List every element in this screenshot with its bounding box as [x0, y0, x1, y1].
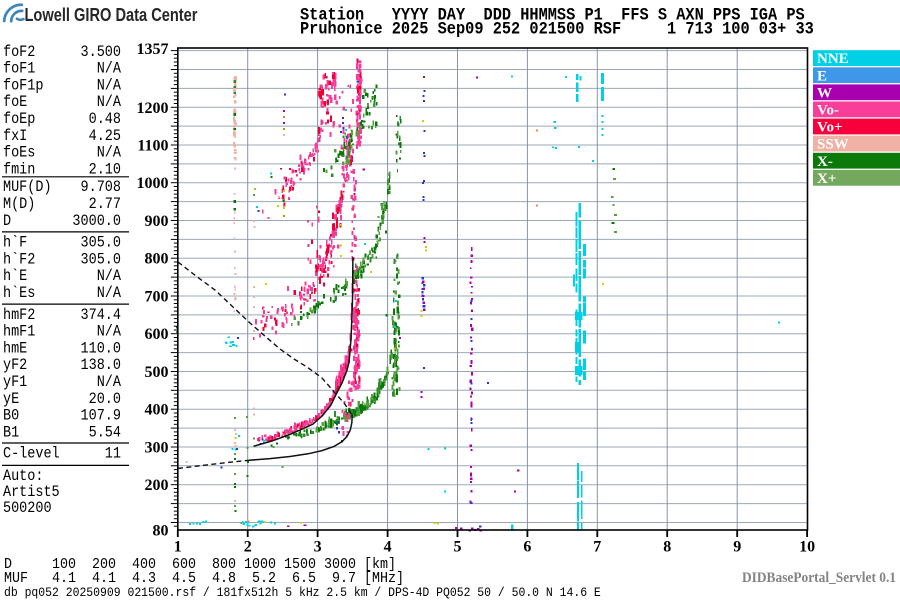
- svg-text:9: 9: [733, 539, 741, 556]
- svg-text:N/A: N/A: [97, 78, 121, 95]
- svg-text:6: 6: [523, 539, 531, 556]
- svg-text:2: 2: [244, 539, 252, 556]
- svg-text:yF1: yF1: [3, 374, 27, 391]
- svg-text:3: 3: [314, 539, 322, 556]
- svg-text:2.77: 2.77: [89, 196, 121, 213]
- svg-text:Auto:: Auto:: [3, 468, 43, 485]
- svg-text:700: 700: [145, 289, 169, 306]
- svg-text:5.54: 5.54: [89, 424, 122, 441]
- svg-text:D: D: [3, 213, 11, 230]
- svg-text:10: 10: [799, 539, 815, 556]
- svg-text:500: 500: [145, 364, 169, 381]
- svg-text:1200: 1200: [137, 100, 169, 117]
- svg-text:8: 8: [663, 539, 671, 556]
- svg-text:3000.0: 3000.0: [72, 213, 121, 230]
- svg-text:4.25: 4.25: [89, 128, 121, 145]
- svg-text:Lowell GIRO Data Center: Lowell GIRO Data Center: [25, 4, 199, 25]
- svg-text:fxI: fxI: [3, 128, 27, 145]
- svg-text:foF1p: foF1p: [3, 78, 43, 95]
- svg-text:foEp: foEp: [3, 111, 35, 128]
- svg-text:305.0: 305.0: [81, 235, 121, 252]
- svg-text:DIDBasePortal_Servlet 0.1: DIDBasePortal_Servlet 0.1: [742, 570, 896, 586]
- svg-text:h`F2: h`F2: [3, 252, 35, 269]
- svg-text:MUF(D): MUF(D): [3, 179, 52, 196]
- svg-text:N/A: N/A: [97, 268, 121, 285]
- svg-text:374.4: 374.4: [81, 307, 122, 324]
- svg-text:N/A: N/A: [97, 374, 121, 391]
- svg-text:20.0: 20.0: [89, 391, 121, 408]
- svg-text:400: 400: [145, 402, 169, 419]
- svg-text:yE: yE: [3, 391, 19, 408]
- svg-text:N/A: N/A: [97, 61, 121, 78]
- svg-text:hmE: hmE: [3, 340, 27, 357]
- svg-text:N/A: N/A: [97, 94, 121, 111]
- svg-text:300: 300: [145, 440, 169, 457]
- svg-text:4: 4: [384, 539, 392, 556]
- svg-text:600: 600: [145, 326, 169, 343]
- svg-text:fmin: fmin: [3, 161, 35, 178]
- svg-text:MUF 4.1 4.1 4.3 4.5 4.8: MUF 4.1 4.1 4.3 4.5 4.8 5.2 6.5 9.7 [MHz…: [4, 570, 404, 587]
- svg-text:110.0: 110.0: [81, 340, 121, 357]
- svg-text:db pq052 20250909 021500.rsf /: db pq052 20250909 021500.rsf / 181fx512h…: [4, 586, 601, 600]
- svg-text:M(D): M(D): [3, 196, 35, 213]
- svg-text:C-level: C-level: [3, 446, 60, 463]
- svg-text:Pruhonice 2025 Sep09 252 02150: Pruhonice 2025 Sep09 252 021500 RSF 1 71…: [300, 19, 814, 39]
- svg-text:N/A: N/A: [97, 145, 121, 162]
- svg-text:X-: X-: [817, 154, 833, 170]
- svg-text:D 100 200 400 600 800: D 100 200 400 600 800 1000 1500 3000 [km…: [4, 556, 396, 573]
- svg-text:yF2: yF2: [3, 357, 27, 374]
- svg-text:Vo-: Vo-: [817, 103, 839, 119]
- svg-text:N/A: N/A: [97, 285, 121, 302]
- svg-text:h`Es: h`Es: [3, 285, 35, 302]
- svg-text:500200: 500200: [3, 500, 52, 517]
- svg-text:B1: B1: [3, 424, 19, 441]
- svg-text:X+: X+: [817, 171, 836, 187]
- svg-text:800: 800: [145, 251, 169, 268]
- svg-text:7: 7: [593, 539, 601, 556]
- svg-text:200: 200: [145, 477, 169, 494]
- svg-text:11: 11: [105, 446, 121, 463]
- svg-text:h`E: h`E: [3, 268, 27, 285]
- svg-text:foEs: foEs: [3, 145, 35, 162]
- svg-text:SSW: SSW: [817, 137, 849, 153]
- svg-text:hmF2: hmF2: [3, 307, 35, 324]
- svg-text:h`F: h`F: [3, 235, 27, 252]
- svg-text:107.9: 107.9: [81, 408, 121, 425]
- svg-text:3.500: 3.500: [81, 44, 121, 61]
- svg-text:foE: foE: [3, 94, 27, 111]
- svg-text:Station YYYY DAY DDD HHMMSS: Station YYYY DAY DDD HHMMSS P1 FFS S AXN…: [300, 5, 805, 25]
- svg-text:0.48: 0.48: [89, 111, 121, 128]
- svg-text:E: E: [817, 68, 827, 84]
- svg-text:foF2: foF2: [3, 44, 35, 61]
- svg-text:5: 5: [454, 539, 462, 556]
- svg-text:305.0: 305.0: [81, 252, 121, 269]
- svg-text:N/A: N/A: [97, 324, 121, 341]
- svg-text:B0: B0: [3, 408, 19, 425]
- svg-text:2.10: 2.10: [89, 161, 121, 178]
- svg-text:NNE: NNE: [817, 51, 849, 67]
- svg-text:Vo+: Vo+: [817, 120, 843, 136]
- svg-text:900: 900: [145, 213, 169, 230]
- svg-text:1: 1: [174, 539, 182, 556]
- svg-text:138.0: 138.0: [81, 357, 121, 374]
- svg-text:foF1: foF1: [3, 61, 36, 78]
- svg-text:1100: 1100: [137, 138, 168, 155]
- svg-text:1000: 1000: [137, 175, 169, 192]
- svg-text:80: 80: [153, 523, 169, 540]
- svg-text:hmF1: hmF1: [3, 324, 36, 341]
- svg-text:1357: 1357: [137, 41, 169, 58]
- svg-text:Artist5: Artist5: [3, 484, 60, 501]
- svg-text:9.708: 9.708: [81, 179, 121, 196]
- svg-text:W: W: [817, 85, 832, 101]
